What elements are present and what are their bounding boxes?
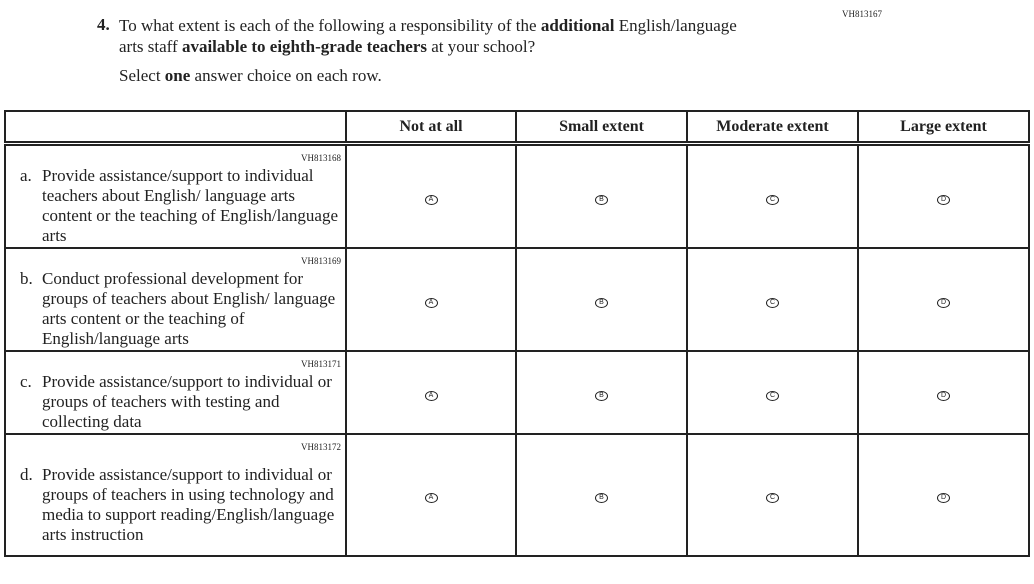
- item-text: Provide assistance/support to individual…: [42, 464, 335, 544]
- row-item: VH813171 c. Provide assistance/support to …: [4, 350, 347, 435]
- item-letter: c.: [20, 372, 32, 391]
- question-number: 4.: [97, 15, 110, 34]
- item-code: VH813172: [301, 442, 341, 452]
- row-item: VH813172 d. Provide assistance/support to …: [4, 433, 347, 557]
- response-cell: C: [686, 247, 859, 352]
- table-row: VH813171 c. Provide assistance/support to …: [4, 350, 1030, 435]
- response-cell: C: [686, 350, 859, 435]
- answer-bubble-b[interactable]: B: [595, 390, 608, 401]
- answer-bubble-a[interactable]: A: [424, 390, 438, 401]
- response-cell: D: [857, 433, 1030, 557]
- item-letter: a.: [20, 166, 32, 185]
- answer-bubble-a[interactable]: A: [424, 297, 438, 308]
- response-cell: B: [515, 350, 688, 435]
- response-cell: D: [857, 247, 1030, 352]
- table-row: VH813172 d. Provide assistance/support to …: [4, 433, 1030, 557]
- answer-bubble-a[interactable]: A: [424, 194, 438, 205]
- response-cell: A: [345, 247, 517, 352]
- response-cell: B: [515, 142, 688, 249]
- item-letter: b.: [20, 269, 33, 288]
- header-large-extent: Large extent: [857, 110, 1030, 146]
- response-cell: C: [686, 142, 859, 249]
- answer-bubble-d[interactable]: D: [937, 493, 950, 503]
- table-row: VH813169 b. Conduct professional developme…: [4, 247, 1030, 352]
- row-item: VH813169 b. Conduct professional developme…: [4, 247, 347, 352]
- question-text: To what extent is each of the following …: [119, 16, 737, 56]
- response-cell: A: [345, 350, 517, 435]
- header-moderate-extent: Moderate extent: [686, 110, 859, 146]
- response-cell: C: [686, 433, 859, 557]
- answer-bubble-d[interactable]: D: [937, 194, 950, 205]
- response-grid: Not at all Small extent Moderate extent …: [4, 110, 1030, 557]
- question-instruction: Select one answer choice on each row.: [119, 66, 382, 85]
- answer-bubble-d[interactable]: D: [937, 390, 950, 401]
- answer-bubble-d[interactable]: D: [937, 297, 950, 308]
- question-code: VH813167: [842, 9, 882, 19]
- response-cell: B: [515, 433, 688, 557]
- item-code: VH813168: [301, 153, 341, 163]
- response-cell: D: [857, 142, 1030, 249]
- answer-bubble-b[interactable]: B: [595, 194, 608, 205]
- answer-bubble-b[interactable]: B: [595, 297, 608, 308]
- response-cell: B: [515, 247, 688, 352]
- item-text: Provide assistance/support to individual…: [42, 372, 332, 431]
- response-cell: D: [857, 350, 1030, 435]
- item-code: VH813169: [301, 256, 341, 266]
- response-cell: A: [345, 142, 517, 249]
- answer-bubble-c[interactable]: C: [766, 297, 779, 308]
- header-blank: [4, 110, 347, 146]
- header-not-at-all: Not at all: [345, 110, 517, 146]
- answer-bubble-b[interactable]: B: [595, 493, 608, 503]
- item-letter: d.: [20, 464, 33, 484]
- header-small-extent: Small extent: [515, 110, 688, 146]
- answer-bubble-c[interactable]: C: [766, 390, 779, 401]
- response-cell: A: [345, 433, 517, 557]
- answer-bubble-c[interactable]: C: [766, 194, 779, 205]
- header-row: Not at all Small extent Moderate extent …: [4, 110, 1030, 146]
- answer-bubble-a[interactable]: A: [424, 493, 438, 503]
- row-item: VH813168 a. Provide assistance/support to …: [4, 142, 347, 249]
- item-text: Provide assistance/support to individual…: [42, 166, 338, 245]
- item-code: VH813171: [301, 359, 341, 369]
- table-row: VH813168 a. Provide assistance/support to …: [4, 142, 1030, 249]
- answer-bubble-c[interactable]: C: [766, 493, 779, 503]
- item-text: Conduct professional development for gro…: [42, 269, 336, 348]
